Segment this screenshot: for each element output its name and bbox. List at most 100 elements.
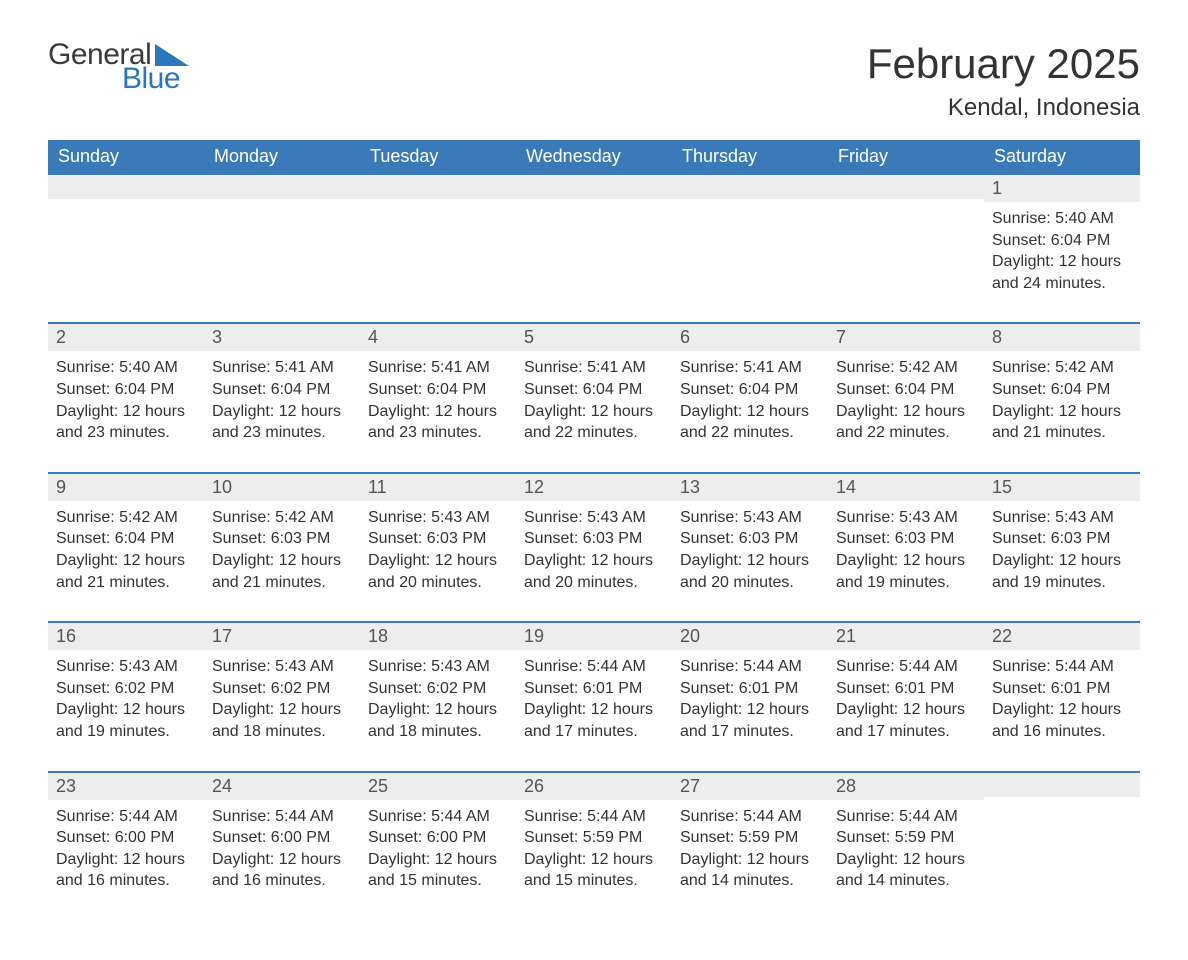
day-cell: 27Sunrise: 5:44 AMSunset: 5:59 PMDayligh… bbox=[672, 771, 828, 920]
day-details: Sunrise: 5:44 AMSunset: 5:59 PMDaylight:… bbox=[516, 800, 672, 920]
sunset-text: Sunset: 6:00 PM bbox=[368, 827, 508, 849]
day-cell: 5Sunrise: 5:41 AMSunset: 6:04 PMDaylight… bbox=[516, 322, 672, 471]
sunrise-text: Sunrise: 5:44 AM bbox=[836, 806, 976, 828]
day-number bbox=[828, 173, 984, 199]
day-number bbox=[672, 173, 828, 199]
day-cell bbox=[828, 173, 984, 322]
day-cell: 16Sunrise: 5:43 AMSunset: 6:02 PMDayligh… bbox=[48, 621, 204, 770]
day-number: 2 bbox=[48, 322, 204, 351]
day-number: 1 bbox=[984, 173, 1140, 202]
daylight-text: Daylight: 12 hours and 19 minutes. bbox=[992, 550, 1132, 593]
day-number: 26 bbox=[516, 771, 672, 800]
day-details: Sunrise: 5:43 AMSunset: 6:02 PMDaylight:… bbox=[204, 650, 360, 770]
sunrise-text: Sunrise: 5:44 AM bbox=[992, 656, 1132, 678]
daylight-text: Daylight: 12 hours and 18 minutes. bbox=[212, 699, 352, 742]
day-details: Sunrise: 5:44 AMSunset: 5:59 PMDaylight:… bbox=[672, 800, 828, 920]
day-details: Sunrise: 5:43 AMSunset: 6:03 PMDaylight:… bbox=[360, 501, 516, 621]
sunrise-text: Sunrise: 5:43 AM bbox=[368, 656, 508, 678]
sunrise-text: Sunrise: 5:43 AM bbox=[524, 507, 664, 529]
day-number: 15 bbox=[984, 472, 1140, 501]
day-details: Sunrise: 5:40 AMSunset: 6:04 PMDaylight:… bbox=[48, 351, 204, 471]
day-cell: 22Sunrise: 5:44 AMSunset: 6:01 PMDayligh… bbox=[984, 621, 1140, 770]
day-details bbox=[984, 797, 1140, 897]
day-of-week-header: Thursday bbox=[672, 140, 828, 173]
sunrise-text: Sunrise: 5:43 AM bbox=[56, 656, 196, 678]
sunrise-text: Sunrise: 5:43 AM bbox=[368, 507, 508, 529]
daylight-text: Daylight: 12 hours and 20 minutes. bbox=[368, 550, 508, 593]
day-details: Sunrise: 5:42 AMSunset: 6:03 PMDaylight:… bbox=[204, 501, 360, 621]
day-details: Sunrise: 5:42 AMSunset: 6:04 PMDaylight:… bbox=[828, 351, 984, 471]
day-number bbox=[984, 771, 1140, 797]
sunset-text: Sunset: 6:03 PM bbox=[368, 528, 508, 550]
day-cell: 24Sunrise: 5:44 AMSunset: 6:00 PMDayligh… bbox=[204, 771, 360, 920]
sunset-text: Sunset: 6:04 PM bbox=[992, 379, 1132, 401]
sunset-text: Sunset: 6:01 PM bbox=[524, 678, 664, 700]
location-label: Kendal, Indonesia bbox=[867, 94, 1140, 122]
day-cell: 3Sunrise: 5:41 AMSunset: 6:04 PMDaylight… bbox=[204, 322, 360, 471]
day-details: Sunrise: 5:44 AMSunset: 6:01 PMDaylight:… bbox=[672, 650, 828, 770]
daylight-text: Daylight: 12 hours and 18 minutes. bbox=[368, 699, 508, 742]
day-details: Sunrise: 5:44 AMSunset: 6:01 PMDaylight:… bbox=[828, 650, 984, 770]
day-cell: 28Sunrise: 5:44 AMSunset: 5:59 PMDayligh… bbox=[828, 771, 984, 920]
daylight-text: Daylight: 12 hours and 22 minutes. bbox=[524, 401, 664, 444]
logo-text-blue: Blue bbox=[122, 64, 189, 94]
day-number: 8 bbox=[984, 322, 1140, 351]
sunset-text: Sunset: 6:04 PM bbox=[524, 379, 664, 401]
day-of-week-header: Tuesday bbox=[360, 140, 516, 173]
sunset-text: Sunset: 6:01 PM bbox=[992, 678, 1132, 700]
day-cell: 1Sunrise: 5:40 AMSunset: 6:04 PMDaylight… bbox=[984, 173, 1140, 322]
day-cell: 12Sunrise: 5:43 AMSunset: 6:03 PMDayligh… bbox=[516, 472, 672, 621]
sunset-text: Sunset: 6:01 PM bbox=[680, 678, 820, 700]
daylight-text: Daylight: 12 hours and 17 minutes. bbox=[524, 699, 664, 742]
sunset-text: Sunset: 6:02 PM bbox=[368, 678, 508, 700]
day-details: Sunrise: 5:42 AMSunset: 6:04 PMDaylight:… bbox=[48, 501, 204, 621]
day-number: 5 bbox=[516, 322, 672, 351]
day-details bbox=[516, 199, 672, 299]
day-number: 18 bbox=[360, 621, 516, 650]
sunset-text: Sunset: 6:03 PM bbox=[992, 528, 1132, 550]
day-number: 19 bbox=[516, 621, 672, 650]
sunrise-text: Sunrise: 5:44 AM bbox=[368, 806, 508, 828]
day-number: 7 bbox=[828, 322, 984, 351]
daylight-text: Daylight: 12 hours and 15 minutes. bbox=[524, 849, 664, 892]
sunset-text: Sunset: 6:00 PM bbox=[56, 827, 196, 849]
day-number: 3 bbox=[204, 322, 360, 351]
day-number bbox=[516, 173, 672, 199]
day-number: 27 bbox=[672, 771, 828, 800]
sunrise-text: Sunrise: 5:43 AM bbox=[992, 507, 1132, 529]
daylight-text: Daylight: 12 hours and 14 minutes. bbox=[836, 849, 976, 892]
day-of-week-header: Saturday bbox=[984, 140, 1140, 173]
week-row: 16Sunrise: 5:43 AMSunset: 6:02 PMDayligh… bbox=[48, 621, 1140, 770]
day-number bbox=[48, 173, 204, 199]
title-block: February 2025 Kendal, Indonesia bbox=[867, 40, 1140, 122]
day-details: Sunrise: 5:44 AMSunset: 6:00 PMDaylight:… bbox=[360, 800, 516, 920]
daylight-text: Daylight: 12 hours and 22 minutes. bbox=[680, 401, 820, 444]
day-details bbox=[204, 199, 360, 299]
day-number: 25 bbox=[360, 771, 516, 800]
sunset-text: Sunset: 6:04 PM bbox=[56, 379, 196, 401]
day-details: Sunrise: 5:41 AMSunset: 6:04 PMDaylight:… bbox=[516, 351, 672, 471]
sunset-text: Sunset: 6:01 PM bbox=[836, 678, 976, 700]
sunrise-text: Sunrise: 5:44 AM bbox=[680, 656, 820, 678]
day-details bbox=[672, 199, 828, 299]
daylight-text: Daylight: 12 hours and 24 minutes. bbox=[992, 251, 1132, 294]
day-details: Sunrise: 5:44 AMSunset: 6:01 PMDaylight:… bbox=[984, 650, 1140, 770]
daylight-text: Daylight: 12 hours and 19 minutes. bbox=[56, 699, 196, 742]
day-number: 23 bbox=[48, 771, 204, 800]
daylight-text: Daylight: 12 hours and 16 minutes. bbox=[992, 699, 1132, 742]
sunset-text: Sunset: 6:03 PM bbox=[680, 528, 820, 550]
day-number bbox=[360, 173, 516, 199]
day-details: Sunrise: 5:44 AMSunset: 6:00 PMDaylight:… bbox=[48, 800, 204, 920]
daylight-text: Daylight: 12 hours and 21 minutes. bbox=[56, 550, 196, 593]
sunset-text: Sunset: 6:04 PM bbox=[368, 379, 508, 401]
day-details: Sunrise: 5:43 AMSunset: 6:03 PMDaylight:… bbox=[828, 501, 984, 621]
day-details: Sunrise: 5:40 AMSunset: 6:04 PMDaylight:… bbox=[984, 202, 1140, 322]
sunrise-text: Sunrise: 5:42 AM bbox=[56, 507, 196, 529]
day-number: 11 bbox=[360, 472, 516, 501]
day-number: 4 bbox=[360, 322, 516, 351]
day-number: 17 bbox=[204, 621, 360, 650]
days-of-week-row: SundayMondayTuesdayWednesdayThursdayFrid… bbox=[48, 140, 1140, 173]
day-cell: 17Sunrise: 5:43 AMSunset: 6:02 PMDayligh… bbox=[204, 621, 360, 770]
day-of-week-header: Sunday bbox=[48, 140, 204, 173]
daylight-text: Daylight: 12 hours and 20 minutes. bbox=[524, 550, 664, 593]
